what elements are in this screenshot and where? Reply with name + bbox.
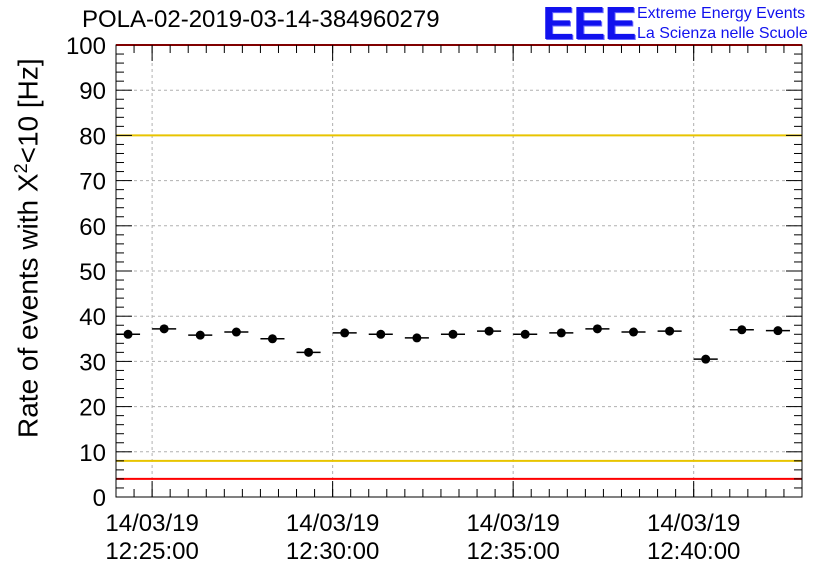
data-point (123, 329, 133, 339)
y-tick-label: 70 (79, 169, 106, 196)
data-point (701, 354, 711, 364)
y-tick-label: 90 (79, 78, 106, 105)
x-tick-time: 12:40:00 (647, 538, 740, 565)
data-point (412, 333, 422, 343)
y-tick-label: 30 (79, 349, 106, 376)
data-point (159, 324, 169, 334)
x-tick-time: 12:25:00 (105, 538, 198, 565)
reference-lines (116, 44, 802, 480)
eee-logo-text: Extreme Energy Events La Scienza nelle S… (637, 4, 808, 44)
x-axis: 14/03/1912:25:0014/03/1912:30:0014/03/19… (105, 45, 803, 565)
data-point (448, 329, 458, 339)
data-point (267, 334, 277, 344)
y-axis-label-sup: 2 (11, 163, 31, 174)
y-axis-label-main: Rate of events with X (12, 173, 44, 438)
x-tick-date: 14/03/19 (466, 510, 559, 537)
x-tick-time: 12:30:00 (286, 538, 379, 565)
grid-lines (116, 45, 802, 497)
data-point (340, 328, 350, 338)
data-point (737, 325, 747, 335)
data-point (304, 347, 314, 357)
eee-logo-mark: EEE (542, 0, 637, 49)
y-tick-label: 50 (79, 259, 106, 286)
logo-line-2: La Scienza nelle Scuole (637, 25, 808, 42)
logo-line-1: Extreme Energy Events (637, 5, 806, 22)
y-tick-label: 80 (79, 123, 106, 150)
data-point (629, 327, 639, 337)
y-axis-label: Rate of events with X2<10 [Hz] (6, 58, 43, 438)
y-axis: 0 10 20 30 40 50 60 70 80 90 100 (66, 33, 802, 512)
data-points (116, 324, 790, 364)
y-tick-label: 60 (79, 214, 106, 241)
data-point (231, 327, 241, 337)
x-tick-date: 14/03/19 (105, 510, 198, 537)
y-tick-label: 20 (79, 395, 106, 422)
data-point (665, 326, 675, 336)
chart-title: POLA-02-2019-03-14-384960279 (82, 6, 440, 33)
data-point (556, 328, 566, 338)
x-tick-date: 14/03/19 (647, 510, 740, 537)
x-tick-date: 14/03/19 (286, 510, 379, 537)
data-point (195, 330, 205, 340)
data-point (520, 329, 530, 339)
y-tick-label: 40 (79, 304, 106, 331)
data-point (773, 326, 783, 336)
y-tick-label: 0 (93, 485, 106, 512)
data-point (592, 324, 602, 334)
y-tick-label: 10 (79, 440, 106, 467)
x-tick-time: 12:35:00 (466, 538, 559, 565)
data-point (484, 326, 494, 336)
y-tick-label: 100 (66, 33, 106, 60)
y-axis-label-tail: <10 [Hz] (12, 58, 44, 164)
data-point (376, 329, 386, 339)
